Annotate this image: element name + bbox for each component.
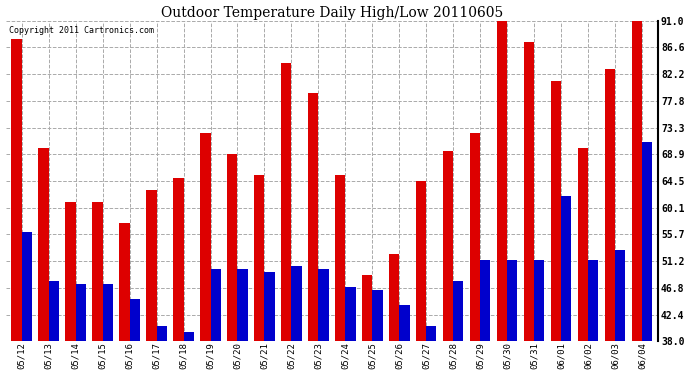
- Bar: [264, 272, 275, 341]
- Text: Copyright 2011 Cartronics.com: Copyright 2011 Cartronics.com: [9, 26, 154, 34]
- Bar: [642, 142, 652, 341]
- Bar: [49, 281, 59, 341]
- Bar: [291, 266, 302, 341]
- Bar: [578, 148, 588, 341]
- Bar: [604, 69, 615, 341]
- Bar: [345, 287, 355, 341]
- Bar: [103, 284, 113, 341]
- Bar: [615, 251, 625, 341]
- Bar: [497, 21, 507, 341]
- Bar: [443, 151, 453, 341]
- Bar: [76, 284, 86, 341]
- Bar: [119, 223, 130, 341]
- Bar: [480, 260, 491, 341]
- Bar: [12, 39, 22, 341]
- Bar: [389, 254, 400, 341]
- Bar: [254, 175, 264, 341]
- Bar: [632, 21, 642, 341]
- Bar: [210, 268, 221, 341]
- Bar: [416, 181, 426, 341]
- Bar: [426, 326, 437, 341]
- Bar: [39, 148, 49, 341]
- Bar: [146, 190, 157, 341]
- Bar: [335, 175, 345, 341]
- Bar: [92, 202, 103, 341]
- Bar: [561, 196, 571, 341]
- Bar: [22, 232, 32, 341]
- Bar: [66, 202, 76, 341]
- Bar: [524, 42, 534, 341]
- Bar: [184, 332, 194, 341]
- Bar: [130, 299, 140, 341]
- Bar: [308, 93, 318, 341]
- Bar: [173, 178, 184, 341]
- Title: Outdoor Temperature Daily High/Low 20110605: Outdoor Temperature Daily High/Low 20110…: [161, 6, 503, 20]
- Bar: [551, 81, 561, 341]
- Bar: [200, 133, 210, 341]
- Bar: [400, 305, 410, 341]
- Bar: [470, 133, 480, 341]
- Bar: [373, 290, 382, 341]
- Bar: [507, 260, 518, 341]
- Bar: [362, 274, 373, 341]
- Bar: [588, 260, 598, 341]
- Bar: [157, 326, 167, 341]
- Bar: [237, 268, 248, 341]
- Bar: [453, 281, 464, 341]
- Bar: [318, 268, 328, 341]
- Bar: [534, 260, 544, 341]
- Bar: [281, 63, 291, 341]
- Bar: [227, 154, 237, 341]
